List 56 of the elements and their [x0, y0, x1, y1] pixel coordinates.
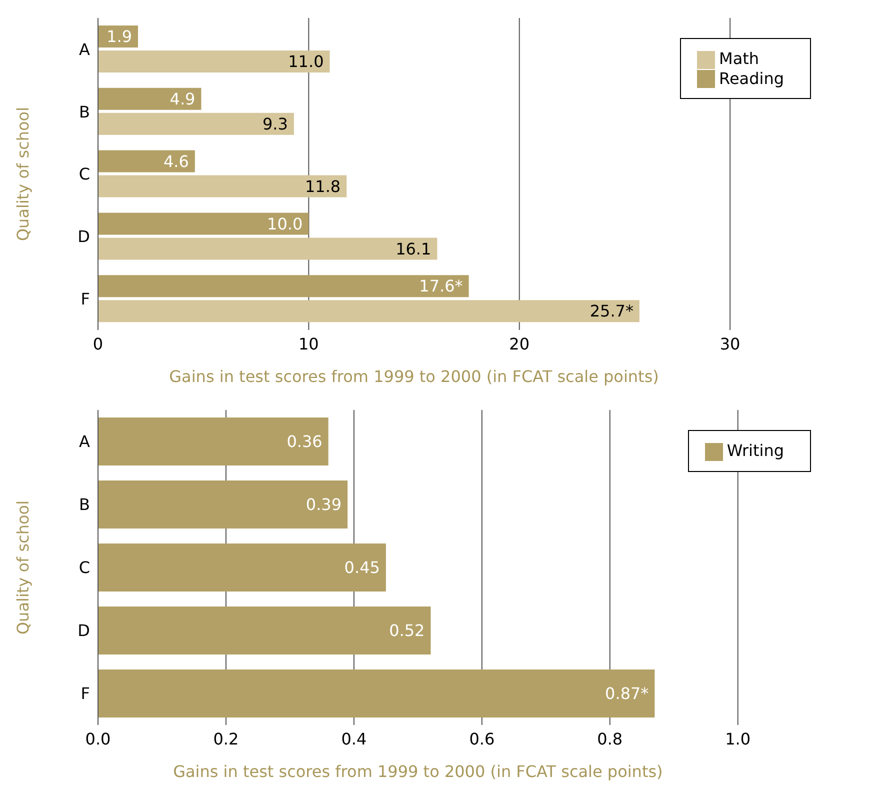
data-label: 25.7* — [590, 302, 634, 321]
bar — [98, 50, 330, 72]
x-tick-label: 0 — [92, 334, 104, 354]
bar — [98, 112, 294, 135]
data-label: 1.9 — [106, 27, 132, 46]
x-tick-label: 0.6 — [469, 729, 495, 748]
data-label: 0.36 — [286, 432, 322, 452]
bar — [98, 480, 348, 529]
bar — [98, 88, 202, 110]
data-label: 10.0 — [267, 214, 303, 234]
x-tick-label: 0.2 — [213, 729, 239, 748]
y-tick-label: F — [80, 289, 90, 308]
y-tick-label: A — [79, 432, 90, 452]
data-label: 17.6* — [419, 276, 463, 296]
x-tick-label: 0.8 — [597, 729, 623, 748]
bar — [98, 150, 195, 172]
y-tick-label: F — [80, 684, 90, 704]
y-tick-label: A — [79, 40, 90, 59]
legend-label: Math — [719, 49, 760, 68]
data-label: 9.3 — [262, 114, 288, 134]
y-axis-title: Quality of school — [14, 500, 33, 635]
y-tick-label: C — [78, 558, 90, 578]
x-tick-label: 30 — [720, 334, 740, 354]
data-label: 11.8 — [304, 176, 341, 196]
bar — [98, 238, 438, 260]
x-tick-label: 10 — [298, 334, 319, 354]
bar — [98, 606, 431, 655]
y-axis-title: Quality of school — [14, 106, 33, 242]
data-label: 16.1 — [396, 239, 432, 258]
bar — [98, 300, 640, 322]
bar — [98, 418, 328, 466]
data-label: 0.39 — [306, 495, 342, 514]
x-tick-label: 20 — [509, 334, 530, 354]
y-tick-label: B — [79, 102, 90, 122]
data-label: 0.87* — [605, 684, 649, 704]
x-axis-title: Gains in test scores from 1999 to 2000 (in FCAT scale points) — [169, 367, 659, 386]
x-tick-label: 1.0 — [725, 729, 751, 748]
bar — [98, 670, 655, 718]
bar — [98, 212, 309, 235]
y-tick-label: D — [78, 621, 90, 640]
data-label: 0.52 — [389, 621, 425, 640]
y-tick-label: C — [78, 164, 90, 184]
legend-label: Writing — [726, 441, 784, 460]
data-label: 0.45 — [344, 558, 380, 578]
x-axis-title: Gains in test scores from 1999 to 2000 (in FCAT scale points) — [173, 762, 663, 781]
x-tick-label: 0.4 — [341, 729, 367, 748]
data-label: 4.6 — [163, 152, 189, 171]
legend-label: Reading — [719, 68, 784, 88]
bar — [98, 544, 386, 592]
data-label: 4.9 — [170, 89, 196, 108]
y-tick-label: D — [78, 227, 90, 246]
bar — [98, 275, 469, 298]
x-tick-label: 0.0 — [85, 729, 111, 748]
y-tick-label: B — [79, 495, 90, 514]
data-label: 11.0 — [288, 52, 324, 72]
bar — [98, 175, 347, 198]
